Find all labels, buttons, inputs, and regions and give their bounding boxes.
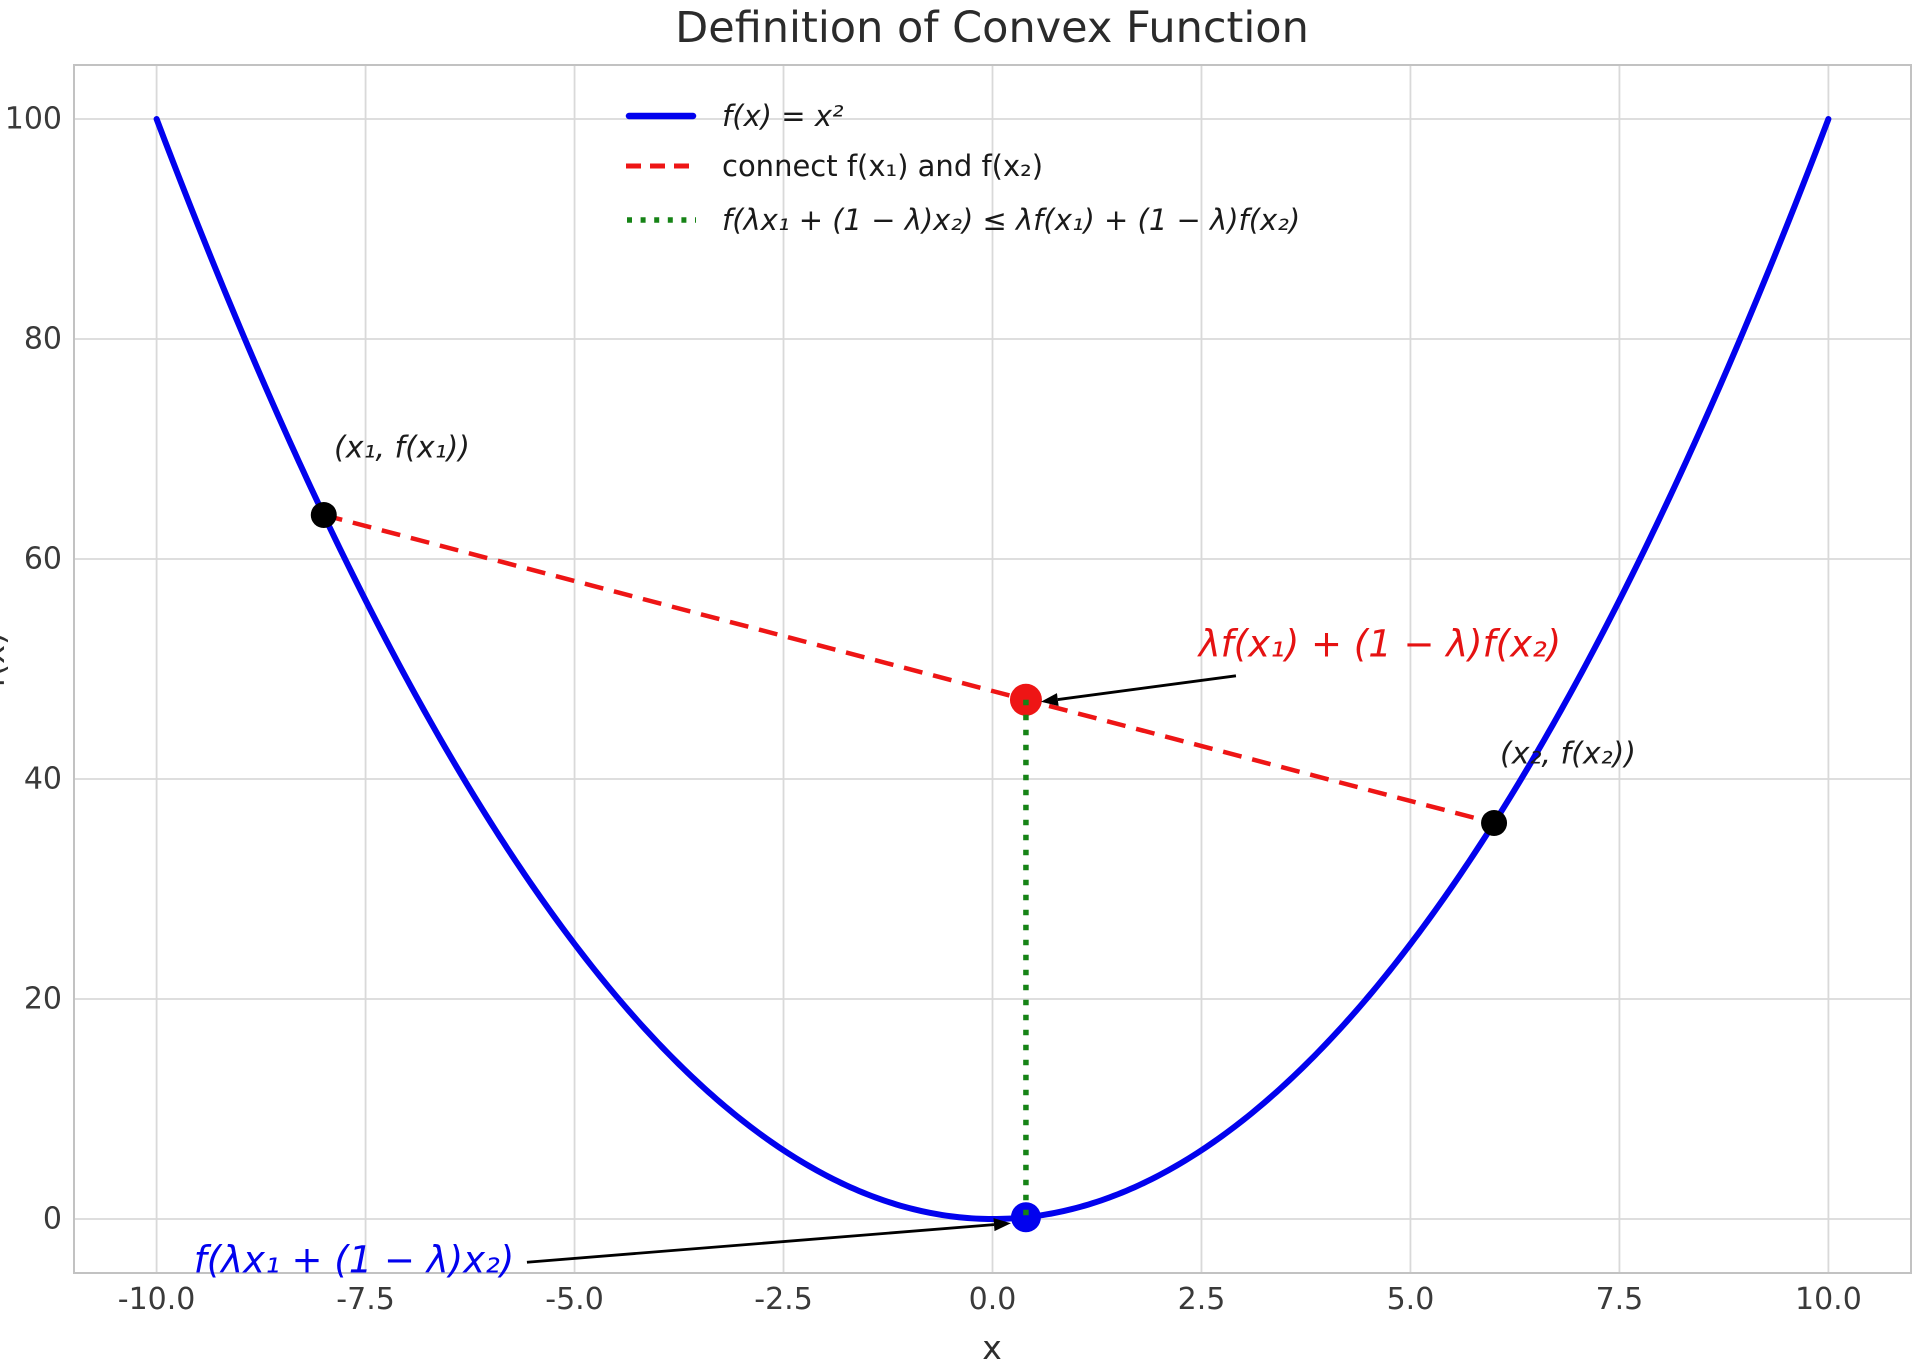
annotation-arrow-chord-head: [1040, 693, 1059, 706]
x-tick-label: -10.0: [117, 1282, 196, 1317]
legend-label-inequality: f(λx₁ + (1 − λ)x₂) ≤ λf(x₁) + (1 − λ)f(x…: [722, 203, 1301, 237]
x-tick-label: 7.5: [1595, 1282, 1644, 1317]
x-tick-label: 2.5: [1177, 1282, 1226, 1317]
function-curve: [153, 116, 1832, 1222]
x-tick-label: -5.0: [545, 1282, 604, 1317]
point-label-x1: (x₁, f(x₁)): [333, 430, 471, 466]
chart-title: Definition of Convex Function: [675, 3, 1309, 53]
annotation-curve-value: f(λx₁ + (1 − λ)x₂): [193, 1238, 515, 1282]
y-tick-label: 20: [23, 981, 62, 1017]
legend-handle-solid-line-icon: [625, 112, 697, 120]
annotation-arrow-curve: [526, 1223, 995, 1264]
x-tick-label: 5.0: [1386, 1282, 1435, 1317]
y-tick-label: 100: [4, 101, 62, 137]
x-tick-label: -7.5: [336, 1282, 395, 1317]
legend-label-curve: f(x) = x²: [722, 99, 844, 133]
legend-handle-dotted-line-icon: [627, 217, 696, 223]
annotation-arrow-curve-head: [993, 1218, 1011, 1232]
annotation-chord-value: λf(x₁) + (1 − λ)f(x₂): [1198, 622, 1562, 666]
y-axis-label: f(x): [0, 632, 12, 688]
plot-area: [73, 64, 1912, 1274]
point-x2-marker: [1481, 810, 1508, 836]
x-tick-label: -2.5: [754, 1282, 813, 1317]
chord-line: [323, 512, 1495, 826]
legend-entry-curve: f(x) = x²: [625, 99, 844, 133]
annotation-arrow-chord: [1057, 674, 1237, 701]
point-x1-marker: [310, 502, 337, 528]
point-label-x2: (x₂, f(x₂)): [1499, 736, 1637, 772]
legend-label-chord: connect f(x₁) and f(x₂): [722, 149, 1044, 183]
legend-entry-chord: connect f(x₁) and f(x₂): [625, 149, 1043, 183]
y-tick-label: 60: [23, 541, 62, 577]
x-tick-label: 10.0: [1795, 1282, 1862, 1317]
plot-spine: [73, 64, 1912, 1274]
y-tick-label: 0: [42, 1201, 62, 1237]
legend-entry-inequality: f(λx₁ + (1 − λ)x₂) ≤ λf(x₁) + (1 − λ)f(x…: [625, 203, 1300, 237]
point-curve-marker: [1010, 1202, 1041, 1233]
y-tick-label: 40: [23, 761, 62, 797]
x-axis-label: x: [982, 1328, 1002, 1367]
y-tick-label: 80: [23, 321, 62, 357]
legend-handle-dashed-line-icon: [626, 163, 696, 169]
x-tick-label: 0.0: [968, 1282, 1017, 1317]
